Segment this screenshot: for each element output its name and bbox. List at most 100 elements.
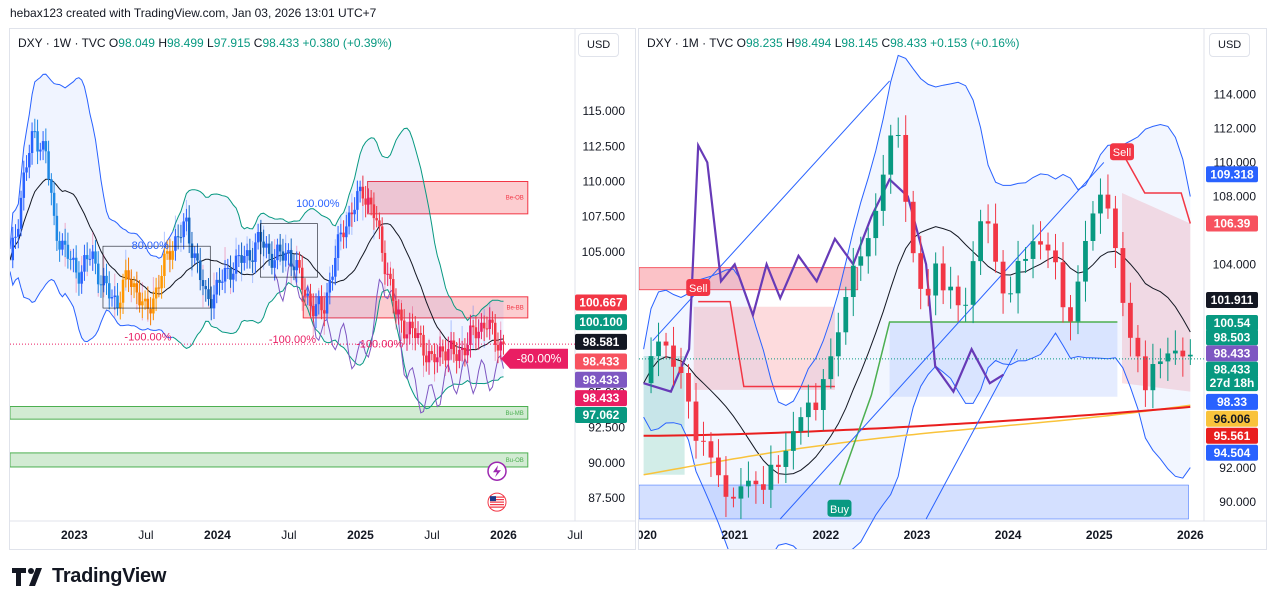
symbol-label[interactable]: DXY · 1W · TVC: [18, 36, 106, 50]
currency-button[interactable]: USD: [1209, 33, 1251, 57]
candle-body: [438, 346, 442, 358]
zone-label: Bu-OB: [506, 458, 524, 464]
bear-trend-fill: [693, 306, 835, 390]
candle-body: [347, 212, 351, 227]
candle-body: [215, 279, 219, 295]
weekly-chart-canvas[interactable]: Be-OB Be-BB Bu-MB Bu-OB 80.00% 100.00% -100.00…: [10, 29, 635, 549]
price-label-bg: [1206, 215, 1258, 232]
price-label: 100.54: [1214, 316, 1251, 330]
candle-body: [306, 293, 309, 296]
candle-body: [138, 292, 141, 306]
bollinger-band-fill: [643, 55, 1191, 549]
trend-line: [779, 162, 1105, 520]
candle-body: [276, 244, 279, 261]
tradingview-logo[interactable]: TradingView: [12, 565, 166, 588]
open-value: 98.049: [118, 36, 155, 50]
candle-body: [132, 283, 136, 288]
candle-body: [251, 260, 254, 262]
candle-body: [466, 344, 469, 356]
candle-body: [102, 275, 105, 286]
monthly-ohlc-legend: DXY · 1M · TVC O98.235 H98.494 L98.145 C…: [647, 36, 1020, 50]
candle-body: [455, 354, 458, 361]
candle-body: [1068, 307, 1073, 322]
candle-body: [458, 349, 461, 361]
percent-callout: -80.00%: [517, 352, 562, 366]
time-tick-label: 2022: [812, 528, 839, 542]
candle-body: [176, 236, 180, 238]
candle-body: [331, 276, 334, 280]
candle-body: [738, 486, 744, 499]
percent-annotation: 100.00%: [296, 198, 340, 210]
candle-body: [441, 346, 445, 352]
candle-body: [30, 131, 34, 154]
candle-body: [152, 298, 155, 314]
low-value: 97.915: [213, 36, 251, 50]
lower-band: [643, 332, 1191, 549]
candle-body: [198, 260, 202, 281]
candle-body: [903, 134, 909, 202]
candle-body: [985, 221, 991, 224]
candle-body: [141, 301, 144, 306]
candle-body: [918, 253, 924, 289]
low-key: L: [207, 36, 214, 50]
price-tick-label: 92.500: [588, 421, 625, 435]
candle-body: [993, 223, 998, 262]
fib-box: [102, 245, 211, 309]
candle-body: [1180, 350, 1186, 357]
price-label: 98.433: [1214, 363, 1251, 377]
currency-button[interactable]: USD: [578, 33, 620, 57]
candle-body: [948, 286, 954, 291]
candle-body: [193, 253, 196, 258]
candle-body: [648, 356, 654, 384]
symbol-label[interactable]: DXY · 1M · TVC: [647, 36, 734, 50]
candle-body: [955, 286, 961, 306]
price-tick-label: 104.000: [1213, 257, 1257, 271]
candle-body: [39, 149, 42, 152]
high-key: H: [785, 36, 795, 50]
candle-body: [471, 325, 475, 328]
candle-body: [58, 240, 61, 250]
time-tick-label: 2024: [995, 528, 1022, 542]
candle-body: [416, 333, 420, 339]
candle-body: [746, 480, 751, 487]
monthly-chart-panel[interactable]: Sell Buy Sell 114.000 112.000 110.000 108.000 1…: [638, 28, 1267, 550]
candle-body: [154, 287, 158, 299]
candle-body: [480, 322, 483, 332]
candle-body: [1000, 261, 1006, 294]
candle-body: [267, 243, 271, 254]
candle-body: [391, 279, 395, 301]
zone-box: [10, 452, 529, 468]
candle-body: [1075, 281, 1081, 322]
candle-body: [160, 275, 163, 289]
weekly-chart-panel[interactable]: Be-OB Be-BB Bu-MB Bu-OB 80.00% 100.00% -100.00…: [9, 28, 636, 550]
time-tick-label: 2025: [1086, 528, 1113, 542]
candle-body: [270, 253, 274, 268]
candle-body: [328, 279, 332, 293]
price-label: 98.503: [1214, 330, 1251, 344]
candle-body: [790, 431, 796, 451]
candle-body: [474, 327, 478, 339]
candle-body: [963, 304, 969, 306]
price-tick-label: 114.000: [1214, 87, 1257, 101]
open-key: O: [736, 36, 746, 50]
candle-body: [369, 197, 373, 205]
candle-body: [88, 258, 92, 260]
candle-body: [52, 192, 56, 216]
price-tick-label: 112.500: [583, 139, 626, 153]
candle-body: [77, 272, 81, 284]
candle-body: [444, 351, 447, 361]
candle-body: [671, 345, 676, 367]
candle-body: [686, 372, 691, 402]
candle-body: [303, 289, 307, 296]
candle-body: [502, 341, 505, 345]
candle-body: [1187, 354, 1193, 357]
price-tick-label: 112.000: [1214, 121, 1257, 135]
candle-body: [394, 300, 398, 315]
candle-body: [85, 255, 89, 260]
candle-body: [970, 261, 976, 305]
monthly-chart-canvas[interactable]: Sell Buy Sell 114.000 112.000 110.000 108.000 1…: [639, 29, 1266, 549]
price-label-bg: [1206, 375, 1258, 392]
candle-body: [835, 332, 841, 357]
candle-body: [663, 341, 669, 346]
